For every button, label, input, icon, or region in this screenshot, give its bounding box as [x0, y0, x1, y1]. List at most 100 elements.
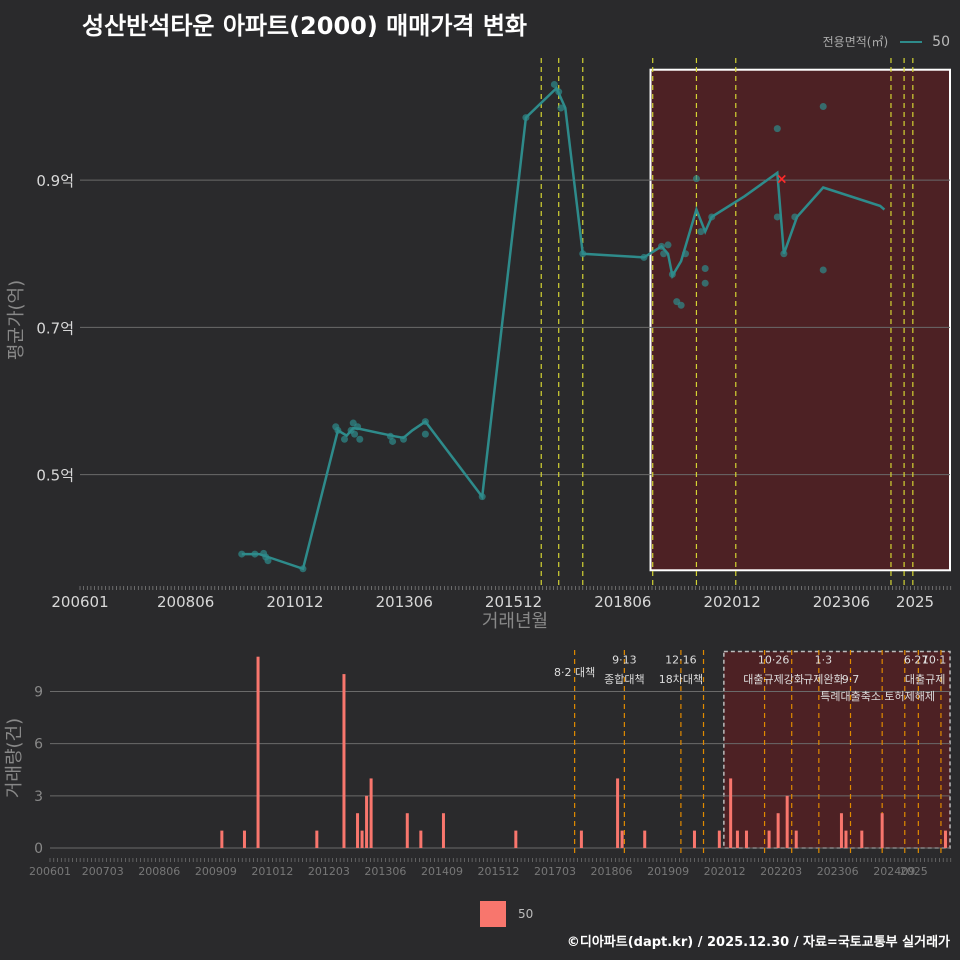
policy-annotation: 9·13 [612, 654, 637, 667]
legend-bottom: 50 [480, 901, 533, 927]
policy-annotation: 10·1 [922, 654, 947, 667]
data-point [773, 125, 781, 133]
data-point [238, 550, 246, 558]
x-axis-title: 거래년월 [482, 611, 548, 632]
data-point [664, 241, 672, 249]
legend-title: 전용면적(㎡) [822, 35, 889, 49]
y-tick-label: 9 [34, 684, 43, 700]
policy-annotation: 6·27 [904, 654, 929, 667]
volume-bar [365, 795, 369, 848]
x-tick-label: 202012 [704, 865, 746, 878]
policy-annotation: 규제완화 [803, 673, 843, 686]
volume-bar [514, 830, 518, 848]
volume-bar [735, 830, 739, 848]
policy-annotation: 종합대책 [604, 673, 644, 686]
volume-bar [717, 830, 721, 848]
policy-annotation: 9·7 [842, 673, 860, 686]
y-tick-label: 0.5억 [36, 467, 74, 485]
volume-bar [620, 830, 624, 848]
data-point [340, 435, 348, 443]
data-point [819, 266, 827, 274]
x-tick-label: 202203 [760, 865, 802, 878]
x-tick-label: 201306 [376, 593, 433, 611]
legend-top: 전용면적(㎡) 50 [823, 33, 950, 50]
volume-bar [356, 813, 360, 848]
data-point [557, 104, 565, 112]
legend-series-label: 50 [932, 33, 950, 50]
footer-credit: ©디아파트(dapt.kr) / 2025.12.30 / 자료=국토교통부 실… [566, 935, 950, 950]
policy-annotation: 특례대출축소 토허제해제 [820, 689, 935, 703]
y-axis-title: 평균가(억) [6, 280, 27, 360]
x-tick-label: 201806 [591, 865, 633, 878]
policy-annotation: 대출규제 [905, 673, 945, 686]
volume-bar [360, 830, 364, 848]
policy-annotation: 18차대책 [659, 673, 703, 686]
policy-annotation: 대출규제강화 [743, 673, 804, 686]
x-tick-label: 201203 [308, 865, 350, 878]
x-tick-label: 200806 [157, 593, 214, 611]
policy-annotation: 8·2 대책 [554, 666, 595, 679]
volume-bar [369, 778, 373, 848]
volume-bar [943, 830, 947, 848]
data-point [701, 279, 709, 287]
x-tick-label: 202012 [704, 593, 761, 611]
volume-bar [860, 830, 864, 848]
volume-bar [776, 813, 780, 848]
volume-bar [692, 830, 696, 848]
x-tick-label: 201806 [594, 593, 651, 611]
y-tick-label: 0.7억 [36, 319, 74, 337]
x-tick-label: 201012 [266, 593, 323, 611]
y-tick-label: 0.9억 [36, 172, 74, 190]
volume-bar [729, 778, 733, 848]
x-tick-label: 2025 [896, 593, 934, 611]
volume-bar [256, 656, 260, 848]
x-tick-label: 201909 [647, 865, 689, 878]
x-tick-label: 201703 [534, 865, 576, 878]
volume-bar [616, 778, 620, 848]
volume-bar [579, 830, 583, 848]
data-point [692, 175, 700, 183]
x-tick-label: 200601 [51, 593, 108, 611]
data-point [773, 213, 781, 221]
x-tick-label: 202306 [813, 593, 870, 611]
y-tick-label: 6 [34, 737, 43, 753]
highlight-marker: × [776, 172, 788, 188]
policy-annotation: 10·26 [758, 654, 790, 667]
data-point [701, 264, 709, 272]
volume-bar [342, 674, 346, 848]
volume-bar [844, 830, 848, 848]
legend-line-swatch [900, 40, 923, 43]
x-tick-label: 202409 [873, 865, 915, 878]
volume-bar [785, 795, 789, 848]
x-tick-label: 201306 [364, 865, 406, 878]
x-tick-label: 2025 [900, 865, 928, 878]
data-point [356, 435, 364, 443]
data-point [421, 430, 429, 438]
x-tick-label: 201409 [421, 865, 463, 878]
x-tick-label: 200601 [29, 865, 71, 878]
policy-annotation: 1·3 [815, 654, 833, 667]
volume-bar [419, 830, 423, 848]
volume-bar [643, 830, 647, 848]
price-line-chart: 0.5억 0.7억 0.9억 200601 200806 201012 201306 2015… [6, 58, 952, 632]
x-tick-label: 201512 [477, 865, 519, 878]
volume-bar [441, 813, 445, 848]
y-axis-title: 거래량(건) [4, 718, 25, 798]
x-tick-label: 200806 [138, 865, 180, 878]
x-tick-label: 201012 [251, 865, 293, 878]
volume-bar [880, 813, 884, 848]
chart-title: 성산반석타운 아파트(2000) 매매가격 변화 [82, 12, 527, 40]
highlight-box [649, 68, 951, 572]
volume-bar [839, 813, 843, 848]
volume-bar [315, 830, 319, 848]
y-tick-label: 3 [34, 789, 43, 805]
x-tick-label: 202306 [817, 865, 859, 878]
data-point [264, 557, 272, 565]
data-point [351, 430, 359, 438]
legend-bottom-label: 50 [518, 907, 534, 921]
y-tick-label: 0 [34, 841, 43, 857]
data-point [697, 228, 705, 236]
volume-bar [744, 830, 748, 848]
policy-annotation: 12·16 [665, 654, 697, 667]
volume-bar [220, 830, 224, 848]
